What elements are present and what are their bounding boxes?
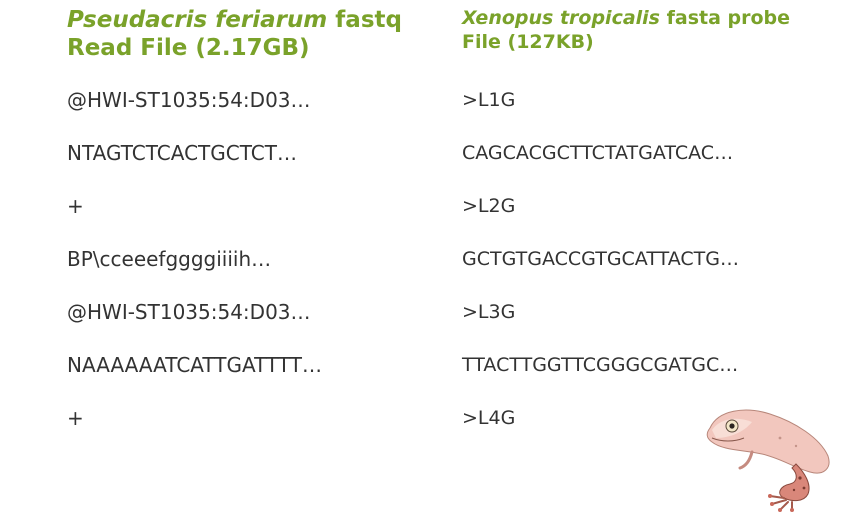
fastq-format-label: fastq (327, 7, 402, 33)
fastq-heading: Pseudacris feriarum fastq Read File (2.17… (67, 6, 437, 62)
fasta-format-label: fasta probe (660, 7, 791, 29)
fasta-line: >L1G (462, 89, 516, 111)
fasta-line: >L4G (462, 407, 516, 429)
fastq-species-name: Pseudacris feriarum (67, 7, 328, 33)
fasta-line: >L3G (462, 301, 516, 323)
fasta-heading: Xenopus tropicalis fasta probe File (127K… (462, 6, 832, 54)
fastq-line: NTAGTCTCACTGCTCT… (67, 141, 297, 165)
fasta-line: GCTGTGACCGTGCATTACTG… (462, 248, 739, 270)
fastq-line: + (67, 194, 84, 218)
fastq-column: Pseudacris feriarum fastq Read File (2.17… (67, 6, 437, 430)
fasta-column: Xenopus tropicalis fasta probe File (127K… (462, 6, 832, 429)
fastq-line: + (67, 406, 84, 430)
fastq-line: NAAAAAATCATTGATTTT… (67, 353, 322, 377)
fasta-probe-lines: >L1G CAGCACGCTTCTATGATCAC… >L2G GCTGTGAC… (462, 88, 739, 459)
fasta-line: CAGCACGCTTCTATGATCAC… (462, 142, 734, 164)
fastq-line: @HWI-ST1035:54:D03… (67, 300, 311, 324)
fasta-line: >L2G (462, 195, 516, 217)
fastq-file-size-label: Read File (2.17GB) (67, 35, 310, 61)
fasta-species-name: Xenopus tropicalis (462, 7, 660, 29)
fasta-line: TTACTTGGTTCGGGCGATGC… (462, 354, 739, 376)
fastq-read-lines: @HWI-ST1035:54:D03… NTAGTCTCACTGCTCT… + … (67, 88, 322, 459)
fastq-line: BP\cceeefggggiiiih… (67, 247, 272, 271)
fasta-file-size-label: File (127KB) (462, 31, 594, 53)
frog-illustration (706, 409, 830, 512)
fastq-line: @HWI-ST1035:54:D03… (67, 88, 311, 112)
